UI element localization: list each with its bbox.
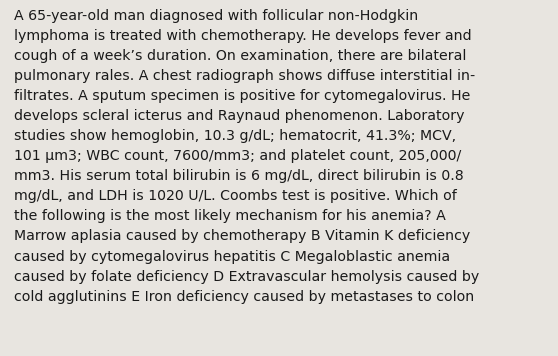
Text: A 65-year-old man diagnosed with follicular non-Hodgkin
lymphoma is treated with: A 65-year-old man diagnosed with follicu…: [14, 9, 479, 304]
